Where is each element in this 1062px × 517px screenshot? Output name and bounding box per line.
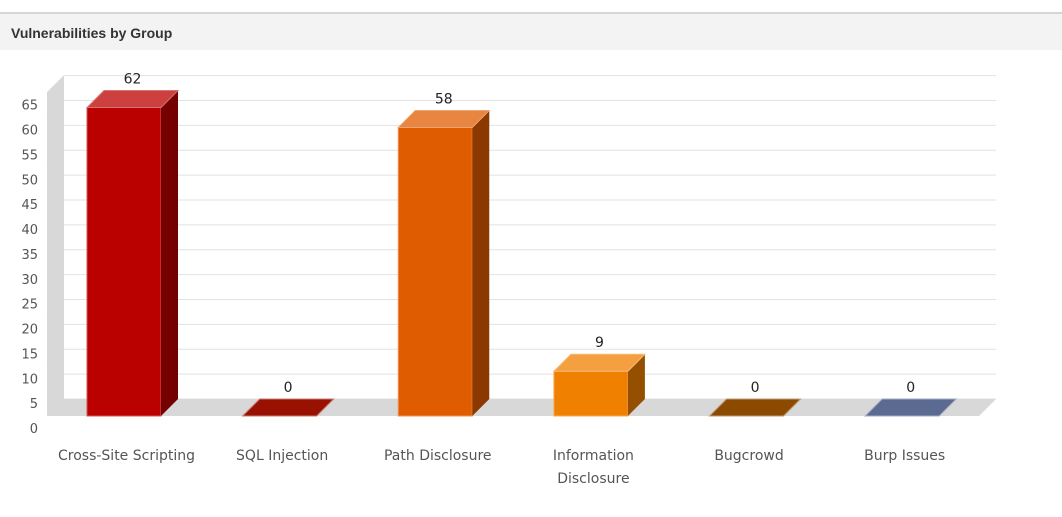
y-tick-label: 65 bbox=[21, 99, 38, 114]
bar-top bbox=[863, 398, 958, 417]
panel-header: Vulnerabilities by Group bbox=[0, 12, 1062, 50]
y-tick-label: 60 bbox=[21, 124, 38, 139]
bar-top bbox=[552, 353, 647, 372]
data-label: 0 bbox=[751, 380, 760, 396]
y-tick-label: 55 bbox=[21, 148, 38, 163]
bar-side bbox=[161, 90, 178, 417]
y-tick-label: 10 bbox=[21, 372, 38, 387]
chart-back-wall bbox=[64, 75, 996, 399]
bar-side bbox=[627, 354, 645, 416]
bar-front bbox=[553, 370, 629, 417]
data-label: 9 bbox=[595, 335, 604, 351]
data-label: 62 bbox=[124, 72, 142, 88]
y-tick-label: 50 bbox=[21, 173, 38, 188]
y-tick-label: 45 bbox=[21, 198, 38, 213]
bar-side bbox=[472, 110, 490, 416]
y-tick-label: 30 bbox=[21, 273, 38, 288]
chart-floor bbox=[47, 399, 996, 416]
data-label: 58 bbox=[435, 91, 453, 107]
category-label: SQL Injection bbox=[236, 448, 328, 464]
data-label: 0 bbox=[284, 380, 293, 396]
y-tick-label: 20 bbox=[21, 323, 38, 338]
bar-front bbox=[397, 126, 473, 417]
chart-side-wall bbox=[47, 75, 64, 416]
y-tick-label: 35 bbox=[21, 248, 38, 263]
data-label: 0 bbox=[906, 380, 915, 396]
y-tick-label: 0 bbox=[30, 422, 38, 437]
panel-title: Vulnerabilities by Group bbox=[11, 25, 173, 41]
category-label: Bugcrowd bbox=[714, 448, 783, 464]
y-tick-label: 25 bbox=[21, 298, 38, 313]
bar-top bbox=[241, 398, 335, 417]
category-label: Disclosure bbox=[557, 471, 629, 487]
category-label: Cross-Site Scripting bbox=[58, 448, 195, 464]
bar-top bbox=[397, 109, 491, 128]
y-tick-label: 5 bbox=[30, 397, 38, 412]
bar-top bbox=[85, 90, 180, 109]
bar-top bbox=[708, 398, 802, 417]
y-tick-label: 40 bbox=[21, 223, 38, 238]
category-label: Information bbox=[553, 448, 634, 464]
category-label: Path Disclosure bbox=[384, 448, 492, 464]
bar-front bbox=[86, 107, 162, 417]
y-tick-label: 15 bbox=[21, 347, 38, 362]
category-label: Burp Issues bbox=[864, 448, 945, 464]
